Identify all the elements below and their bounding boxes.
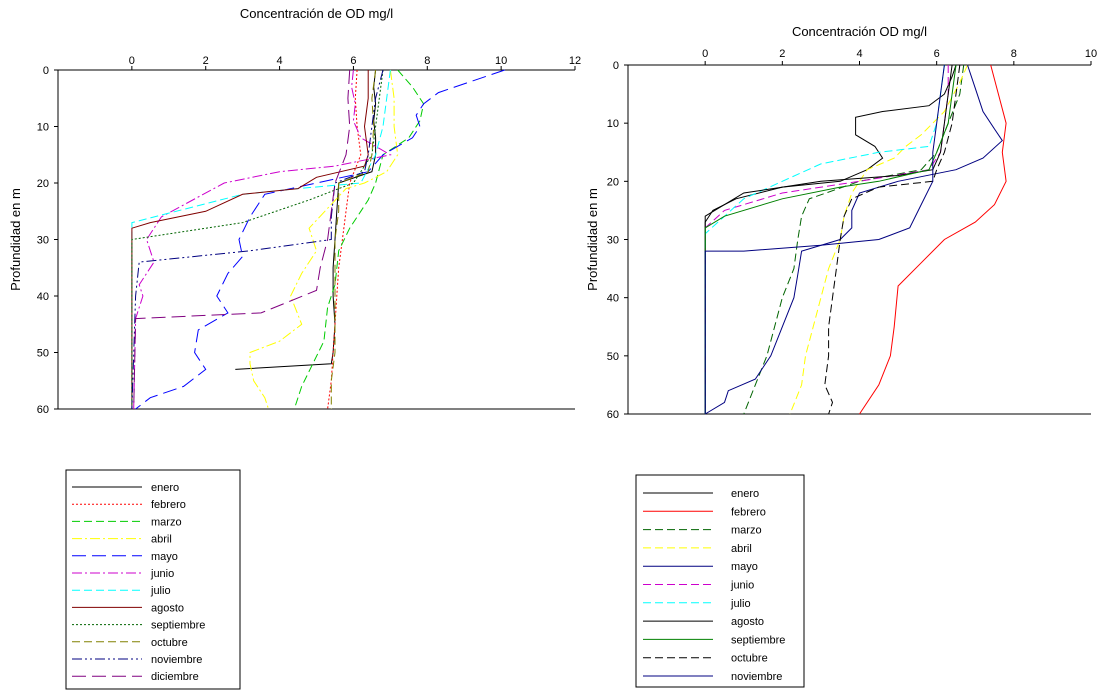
series-line-noviembre [704, 64, 945, 414]
chart-title: Concentración OD mg/l [792, 24, 927, 39]
y-tick-label: 50 [37, 348, 49, 360]
series-line-abril [249, 69, 399, 410]
legend-label-julio: julio [730, 598, 751, 610]
y-tick-label: 10 [607, 118, 619, 130]
x-tick-label: 8 [424, 55, 430, 67]
legend-box [635, 474, 805, 688]
series-line-junio [704, 65, 949, 414]
legend-label-agosto: agosto [731, 616, 764, 628]
x-tick-label: 10 [1085, 48, 1097, 60]
y-axis-label: Profundidad en m [585, 188, 600, 291]
series-line-julio [704, 64, 945, 414]
legend-label-enero: enero [151, 482, 179, 494]
y-tick-label: 30 [37, 235, 49, 247]
series-line-febrero [327, 69, 362, 410]
series-line-junio [133, 69, 392, 410]
series-line-diciembre [133, 69, 351, 410]
legend-label-abril: abril [151, 534, 172, 546]
series-line-septiembre [704, 64, 957, 414]
legend-label-julio: julio [150, 585, 171, 597]
legend-label-junio: junio [730, 580, 754, 592]
legend-label-febrero: febrero [731, 506, 766, 518]
y-axis-label: Profundidad en m [8, 188, 23, 291]
legend-label-mayo: mayo [731, 561, 758, 573]
y-tick-label: 20 [607, 176, 619, 188]
x-tick-label: 2 [203, 55, 209, 67]
x-tick-label: 6 [934, 48, 940, 60]
legend-label-noviembre: noviembre [151, 654, 202, 666]
legend-label-diciembre: diciembre [151, 671, 199, 683]
y-tick-label: 60 [607, 409, 619, 421]
y-tick-label: 40 [37, 291, 49, 303]
y-tick-label: 50 [607, 351, 619, 363]
series-line-octubre [824, 64, 961, 415]
legend-label-agosto: agosto [151, 602, 184, 614]
legend-label-noviembre: noviembre [731, 671, 782, 683]
legend-label-junio: junio [150, 568, 174, 580]
x-tick-label: 10 [495, 55, 507, 67]
x-tick-label: 0 [702, 48, 708, 60]
x-tick-label: 4 [856, 48, 862, 60]
y-tick-label: 40 [607, 293, 619, 305]
series-line-agosto [131, 70, 369, 409]
legend-label-septiembre: septiembre [151, 620, 205, 632]
legend-label-septiembre: septiembre [731, 634, 785, 646]
legend-label-enero: enero [731, 488, 759, 500]
legend: enero febrero marzo abril mayo junio julio agos… [65, 469, 241, 690]
x-tick-label: 12 [569, 55, 581, 67]
y-tick-label: 60 [37, 404, 49, 416]
y-tick-label: 0 [43, 65, 49, 77]
x-tick-label: 0 [129, 55, 135, 67]
legend-label-abril: abril [731, 543, 752, 555]
legend-label-marzo: marzo [731, 525, 762, 537]
series-line-noviembre [131, 69, 384, 410]
x-tick-label: 6 [350, 55, 356, 67]
legend-label-mayo: mayo [151, 551, 178, 563]
legend-label-febrero: febrero [151, 499, 186, 511]
x-tick-label: 8 [1011, 48, 1017, 60]
series-line-febrero [859, 64, 1007, 415]
legend: enero febrero marzo abril mayo junio julio agos… [635, 474, 805, 688]
chart-1: Concentración de OD mg/l Profundidad en m… [8, 6, 581, 690]
legend-label-octubre: octubre [151, 637, 188, 649]
y-tick-label: 20 [37, 178, 49, 190]
y-tick-label: 10 [37, 122, 49, 134]
series-line-mayo [135, 69, 505, 410]
y-tick-label: 30 [607, 235, 619, 247]
series-line-mayo [704, 64, 1003, 415]
x-tick-label: 4 [277, 55, 283, 67]
series-line-marzo [293, 69, 425, 410]
x-tick-label: 2 [779, 48, 785, 60]
series-line-julio [131, 69, 391, 409]
series-line-enero [704, 64, 957, 414]
series-line-octubre [330, 69, 377, 409]
series-line-agosto [704, 64, 953, 414]
chart-2: Concentración OD mg/l Profundidad en m 0 2 4… [585, 24, 1097, 688]
chart-title: Concentración de OD mg/l [240, 6, 393, 21]
series-line-enero [235, 69, 377, 370]
legend-label-marzo: marzo [151, 516, 182, 528]
y-tick-label: 0 [613, 60, 619, 72]
series-line-septiembre [131, 69, 384, 409]
series-line-marzo [743, 64, 965, 415]
legend-label-octubre: octubre [731, 653, 768, 665]
legend-box [65, 469, 241, 690]
